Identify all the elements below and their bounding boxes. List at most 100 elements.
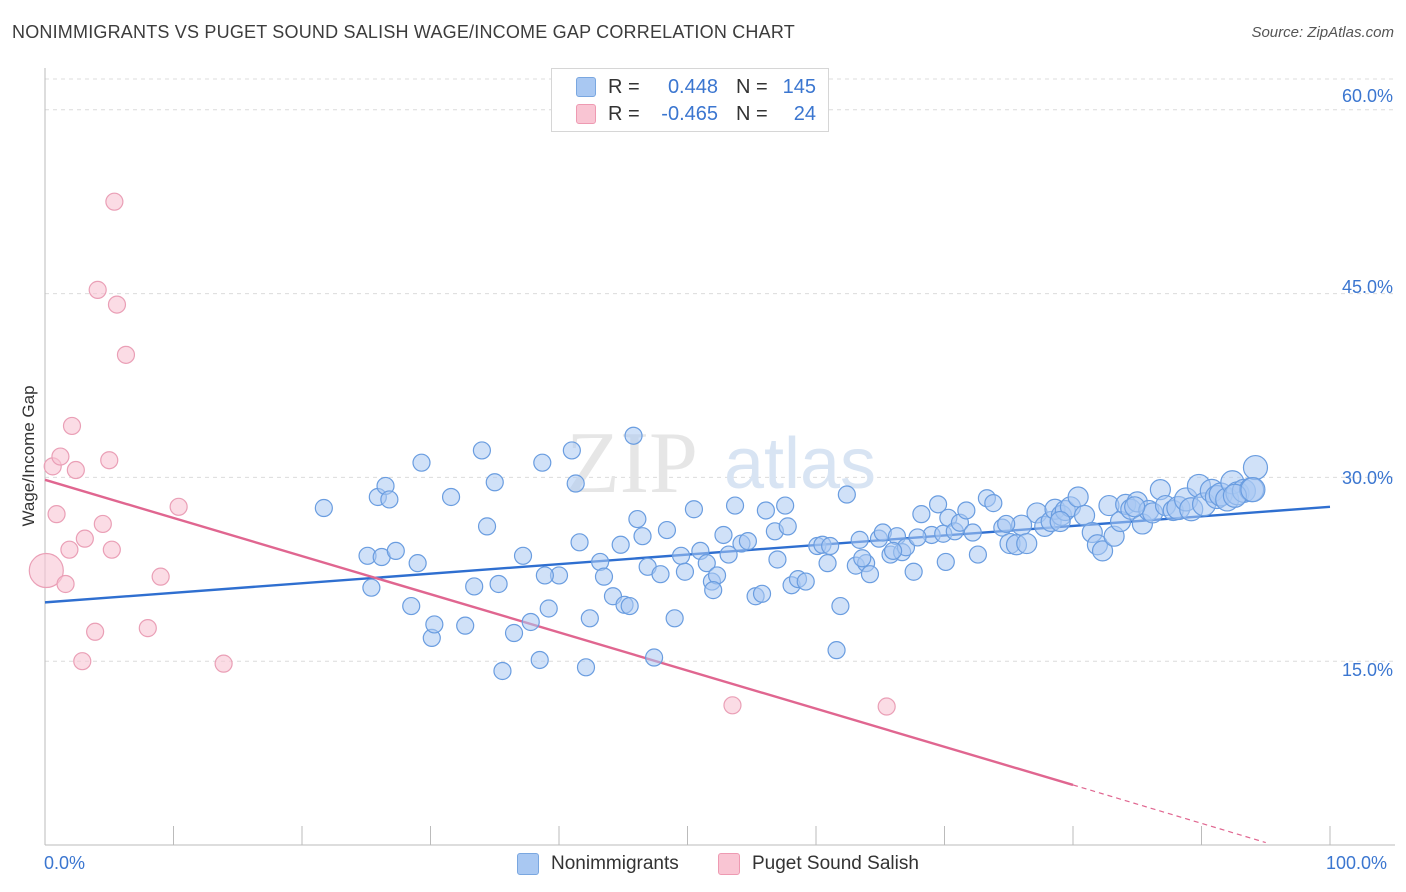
chart-title: NONIMMIGRANTS VS PUGET SOUND SALISH WAGE… [12,22,795,42]
point-nonimmigrants [725,496,745,515]
point-nonimmigrants [984,494,1003,513]
point-puget-sound-salish [73,652,92,671]
trend-line-puget-sound-salish [44,478,1074,787]
point-nonimmigrants [776,496,795,515]
point-nonimmigrants [756,501,775,520]
bottom-legend-nonimmigrants[interactable]: Nonimmigrants [517,852,679,876]
point-nonimmigrants [675,562,695,581]
point-puget-sound-salish [56,574,75,594]
point-nonimmigrants [963,523,982,542]
point-puget-sound-salish [88,280,107,299]
point-nonimmigrants [1124,496,1146,518]
point-nonimmigrants [714,525,733,545]
point-nonimmigrants [665,609,684,628]
legend-r-label: R = [608,75,640,98]
point-nonimmigrants [1049,510,1071,533]
point-nonimmigrants [850,530,869,549]
point-nonimmigrants [818,554,837,573]
point-nonimmigrants [425,615,444,634]
legend-swatch-nonimmigrants [576,77,596,97]
point-puget-sound-salish [47,505,66,524]
source-label: Source: ZipAtlas.com [1251,24,1394,41]
point-nonimmigrants [530,650,549,670]
point-nonimmigrants [1016,532,1038,555]
legend-r-value: 0.448 [667,75,718,98]
point-nonimmigrants [957,501,976,520]
point-nonimmigrants [465,577,484,596]
legend-n-value: 145 [782,75,816,98]
point-nonimmigrants [821,536,840,556]
point-nonimmigrants [928,495,948,514]
point-puget-sound-salish [66,460,85,480]
point-nonimmigrants [860,565,880,584]
axes [44,68,1395,846]
point-nonimmigrants [566,474,585,493]
bottom-legend-label: Nonimmigrants [551,853,679,874]
y-axis-label: Wage/Income Gap [19,385,38,527]
y-tick-60: 60.0% [1341,86,1393,106]
point-nonimmigrants [644,648,664,667]
point-nonimmigrants [1091,540,1114,562]
point-nonimmigrants [380,490,399,509]
point-puget-sound-salish [105,192,124,211]
legend-row-puget-sound-salish: R = -0.465 N = 24 [576,102,816,126]
series-puget-sound-salish [28,192,896,716]
point-nonimmigrants [611,535,630,554]
point-nonimmigrants [831,596,850,616]
point-puget-sound-salish [86,622,105,641]
point-nonimmigrants [704,581,723,600]
point-puget-sound-salish [75,529,94,548]
point-nonimmigrants [997,514,1016,534]
bottom-legend-swatch-puget-sound-salish [718,853,740,875]
point-puget-sound-salish [62,416,82,436]
point-nonimmigrants [576,658,596,677]
point-nonimmigrants [796,572,815,591]
legend-n-label: N = [736,75,768,98]
point-nonimmigrants [456,616,475,635]
point-nonimmigrants [533,453,552,472]
point-nonimmigrants [504,623,524,643]
legend-n-label: N = [736,102,768,125]
y-tick-30: 30.0% [1341,468,1393,488]
bottom-legend-swatch-nonimmigrants [517,853,539,875]
point-puget-sound-salish [51,447,70,466]
x-tick-min: 0.0% [44,853,86,873]
legend-r-label: R = [608,102,640,125]
point-nonimmigrants [1240,477,1266,503]
y-tick-15: 15.0% [1341,660,1393,680]
legend-swatch-puget-sound-salish [576,104,596,124]
point-nonimmigrants [513,546,533,565]
point-nonimmigrants [441,487,461,507]
point-nonimmigrants [562,441,581,460]
bottom-legend-label: Puget Sound Salish [752,853,919,874]
point-nonimmigrants [651,565,670,584]
point-nonimmigrants [314,498,333,518]
point-puget-sound-salish [877,697,896,716]
point-puget-sound-salish [102,540,121,559]
point-nonimmigrants [493,661,512,681]
point-nonimmigrants [412,453,431,472]
point-nonimmigrants [620,596,639,616]
point-nonimmigrants [539,599,558,618]
bottom-legend-puget-sound-salish[interactable]: Puget Sound Salish [718,852,919,876]
point-nonimmigrants [386,541,405,561]
point-nonimmigrants [477,517,497,536]
point-nonimmigrants [472,441,491,460]
point-puget-sound-salish [169,497,188,516]
point-nonimmigrants [535,566,554,585]
point-nonimmigrants [594,567,614,586]
point-nonimmigrants [778,517,797,536]
point-nonimmigrants [580,609,599,628]
x-tick-max: 100.0% [1326,853,1388,873]
point-nonimmigrants [752,584,772,603]
point-nonimmigrants [837,485,856,504]
point-nonimmigrants [684,500,704,519]
point-nonimmigrants [738,532,757,551]
point-nonimmigrants [624,426,643,445]
trend-line-extension [1072,784,1266,844]
point-nonimmigrants [633,527,652,546]
point-nonimmigrants [908,528,927,547]
watermark: ZIP atlas [566,415,876,512]
y-tick-45: 45.0% [1341,277,1393,297]
point-nonimmigrants [719,545,738,564]
